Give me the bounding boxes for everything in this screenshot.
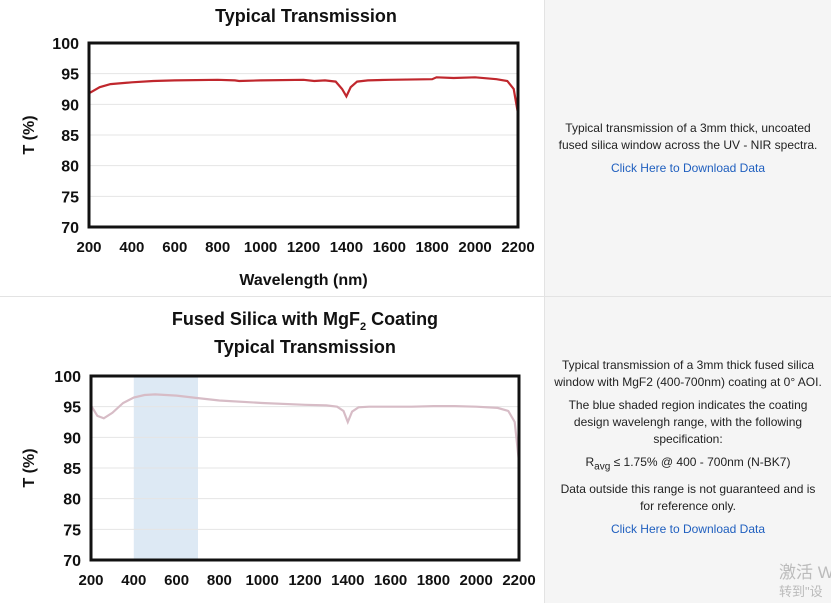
x-tick-label: 2200 [502,572,535,589]
description: Typical transmission of a 3mm thick, unc… [558,120,818,152]
x-tick-label: 1800 [417,572,450,589]
y-tick-label: 100 [54,369,81,386]
y-axis-label: T (%) [21,115,38,154]
x-tick-label: 400 [119,239,144,256]
y-tick-label: 75 [63,522,81,539]
description-cell-1: Typical transmission of a 3mm thick, unc… [545,0,831,296]
y-tick-label: 95 [63,400,81,417]
x-tick-label: 200 [78,572,103,589]
x-tick-label: 1000 [246,572,279,589]
note: Data outside this range is not guarantee… [560,482,816,514]
x-tick-label: 1000 [244,239,277,256]
download-data-link[interactable]: Click Here to Download Data [610,160,766,175]
chart-title: Typical Transmission [215,6,397,26]
x-tick-label: 1400 [331,572,364,589]
x-tick-label: 1600 [373,239,406,256]
row-mgf2: Fused Silica with MgF2 Coating Typical Tr… [0,296,831,603]
x-tick-label: 200 [76,239,101,256]
x-tick-label: 2000 [458,239,491,256]
y-tick-label: 95 [61,67,79,84]
spec-sub: avg [594,461,611,473]
specification: Ravg ≤ 1.75% @ 400 - 700nm (N-BK7) [586,454,791,475]
y-tick-label: 90 [61,97,79,114]
chart-cell-1: Typical Transmission 100 95 90 85 80 75 70 200 40… [0,0,545,296]
x-tick-label: 1200 [287,239,320,256]
x-tick-label: 1400 [330,239,363,256]
download-data-link[interactable]: Click Here to Download Data [610,522,766,537]
y-tick-label: 70 [63,553,81,570]
y-tick-label: 85 [61,128,79,145]
chart-title: Fused Silica with MgF2 Coating [172,309,438,333]
y-tick-label: 75 [61,189,79,206]
x-tick-label: 2200 [501,239,534,256]
plot-frame [89,374,521,562]
x-tick-label: 2000 [460,572,493,589]
x-tick-label: 1200 [288,572,321,589]
chart-mgf2: Fused Silica with MgF2 Coating Typical Tr… [21,309,536,589]
spec-r: R [585,455,595,469]
chart-uncoated: Typical Transmission 100 95 90 85 80 75 70 200 40… [21,6,535,289]
series-line [88,76,520,114]
spec-rest: ≤ 1.75% @ 400 - 700nm (N-BK7) [610,455,791,469]
chart-title-line2: Typical Transmission [214,337,396,357]
y-tick-label: 90 [63,430,81,447]
x-axis-label: Wavelength (nm) [239,272,367,289]
y-tick-label: 85 [63,461,81,478]
description-shaded: The blue shaded region indicates the coa… [568,398,808,446]
plot-frame [87,41,520,229]
y-tick-label: 80 [61,159,79,176]
x-tick-label: 400 [121,572,146,589]
series-line [90,393,521,463]
y-tick-label: 100 [52,36,79,53]
x-tick-label: 800 [205,239,230,256]
x-tick-label: 600 [162,239,187,256]
row-uncoated: Typical Transmission 100 95 90 85 80 75 70 200 40… [0,0,831,296]
description-cell-2: Typical transmission of a 3mm thick fuse… [545,297,831,603]
y-tick-label: 80 [63,492,81,509]
chart-cell-2: Fused Silica with MgF2 Coating Typical Tr… [0,297,545,603]
x-tick-label: 600 [164,572,189,589]
description: Typical transmission of a 3mm thick fuse… [554,358,822,389]
x-tick-label: 800 [207,572,232,589]
watermark-line2: 转到"设 [779,584,823,599]
y-axis-label: T (%) [21,448,38,487]
x-tick-label: 1800 [416,239,449,256]
x-tick-label: 1600 [374,572,407,589]
watermark-line1: 激活 W [779,563,831,582]
y-tick-label: 70 [61,220,79,237]
